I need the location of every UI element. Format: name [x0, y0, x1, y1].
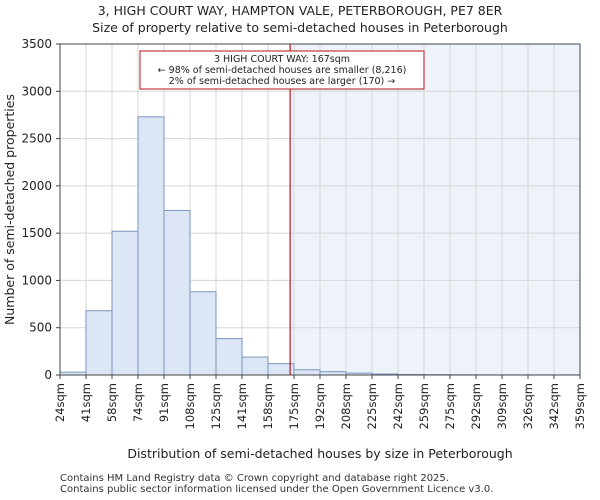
x-tick-label: 259sqm: [417, 383, 431, 429]
x-tick-label: 359sqm: [573, 383, 587, 429]
y-tick-label: 500: [29, 321, 52, 335]
y-tick-label: 3000: [21, 84, 52, 98]
histogram-chart: 0 500 1000 1500 2000 2500 3000 3500 24sqm 41sqm 5…: [2, 37, 587, 461]
x-tick-label: 108sqm: [183, 383, 197, 429]
annotation-line-1: 3 HIGH COURT WAY: 167sqm: [214, 54, 350, 65]
x-tick-label: 158sqm: [261, 383, 275, 429]
y-tick-label: 1500: [21, 226, 52, 240]
axes: [56, 43, 581, 379]
x-tick-label: 175sqm: [287, 383, 301, 429]
bar: [215, 338, 243, 376]
x-tick-label: 141sqm: [235, 383, 249, 429]
bar: [111, 230, 139, 376]
x-tick-label: 192sqm: [313, 383, 327, 429]
x-tick-label: 326sqm: [521, 383, 535, 429]
footer-licence: Contains public sector information licen…: [60, 484, 494, 495]
y-tick-labels: 0 500 1000 1500 2000 2500 3000 3500: [21, 37, 52, 382]
x-tick-label: 74sqm: [131, 383, 145, 422]
larger-region: [290, 44, 580, 375]
chart-title: 3, HIGH COURT WAY, HAMPTON VALE, PETERBO…: [97, 3, 503, 18]
x-tick-label: 24sqm: [53, 383, 67, 422]
x-tick-label: 91sqm: [157, 383, 171, 422]
x-tick-label: 41sqm: [79, 383, 93, 422]
x-tick-label: 342sqm: [547, 383, 561, 429]
x-tick-label: 208sqm: [339, 383, 353, 429]
x-tick-label: 292sqm: [469, 383, 483, 429]
bar: [85, 310, 113, 376]
y-tick-label: 3500: [21, 37, 52, 51]
x-tick-labels: 24sqm 41sqm 58sqm 74sqm 91sqm 108sqm 125sqm 141…: [53, 383, 587, 429]
x-axis-label: Distribution of semi-detached houses by …: [127, 446, 512, 461]
annotation-line-3: 2% of semi-detached houses are larger (1…: [169, 76, 396, 87]
x-tick-label: 275sqm: [443, 383, 457, 429]
y-tick-label: 1000: [21, 273, 52, 287]
bar: [137, 116, 165, 376]
y-axis-label: Number of semi-detached properties: [2, 94, 17, 325]
plot-background: [290, 44, 580, 375]
chart-subtitle: Size of property relative to semi-detach…: [92, 20, 508, 35]
x-tick-label: 58sqm: [105, 383, 119, 422]
bar: [163, 209, 191, 376]
bar: [241, 356, 269, 376]
y-tick-label: 2000: [21, 179, 52, 193]
x-tick-label: 225sqm: [365, 383, 379, 429]
annotation-line-2: ← 98% of semi-detached houses are smalle…: [158, 65, 407, 76]
footer-copyright: Contains HM Land Registry data © Crown c…: [60, 473, 449, 484]
x-tick-label: 309sqm: [495, 383, 509, 429]
x-tick-label: 242sqm: [391, 383, 405, 429]
y-tick-label: 2500: [21, 132, 52, 146]
bar: [189, 291, 217, 376]
annotation-box: [139, 50, 425, 90]
y-tick-label: 0: [44, 368, 52, 382]
bar: [293, 369, 321, 376]
x-tick-label: 125sqm: [209, 383, 223, 429]
